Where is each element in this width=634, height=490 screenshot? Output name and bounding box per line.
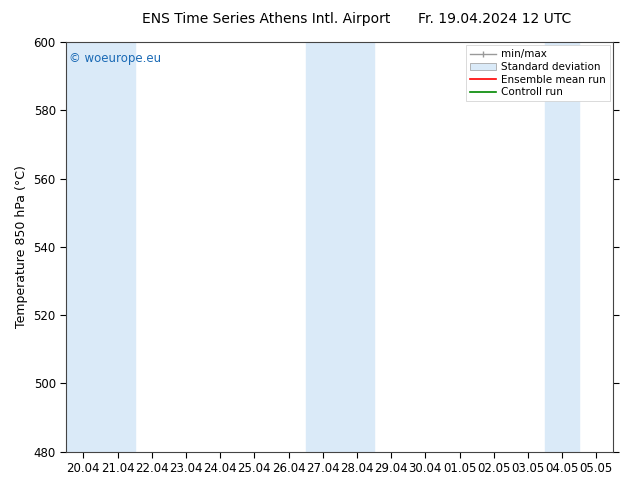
Bar	[545, 42, 579, 452]
Text: Fr. 19.04.2024 12 UTC: Fr. 19.04.2024 12 UTC	[418, 12, 571, 26]
Text: © woeurope.eu: © woeurope.eu	[69, 52, 161, 65]
Bar	[66, 42, 134, 452]
Y-axis label: Temperature 850 hPa (°C): Temperature 850 hPa (°C)	[15, 166, 28, 328]
Legend: min/max, Standard deviation, Ensemble mean run, Controll run: min/max, Standard deviation, Ensemble me…	[466, 45, 611, 101]
Text: ENS Time Series Athens Intl. Airport: ENS Time Series Athens Intl. Airport	[142, 12, 391, 26]
Bar	[306, 42, 374, 452]
